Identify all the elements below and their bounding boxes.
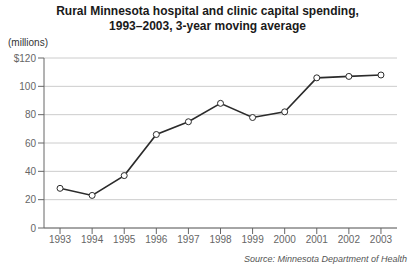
svg-text:1997: 1997 <box>177 234 200 245</box>
svg-text:1998: 1998 <box>209 234 232 245</box>
svg-text:100: 100 <box>19 81 36 92</box>
svg-text:2003: 2003 <box>370 234 393 245</box>
svg-text:1999: 1999 <box>241 234 264 245</box>
svg-text:2000: 2000 <box>274 234 297 245</box>
svg-text:$120: $120 <box>14 53 37 64</box>
svg-text:60: 60 <box>25 138 37 149</box>
svg-text:1993: 1993 <box>49 234 72 245</box>
html-text:(millions): (millions) <box>8 37 48 48</box>
svg-text:1994: 1994 <box>81 234 104 245</box>
html-text:Rural Minnesota hospital and c: Rural Minnesota hospital and clinic capi… <box>56 4 359 18</box>
svg-text:40: 40 <box>25 166 37 177</box>
svg-text:1995: 1995 <box>113 234 136 245</box>
html-text:Source: Minnesota Department o: Source: Minnesota Department of Health <box>243 254 407 264</box>
svg-text:2001: 2001 <box>306 234 329 245</box>
svg-text:20: 20 <box>25 194 37 205</box>
svg-text:0: 0 <box>30 223 36 234</box>
svg-text:2002: 2002 <box>338 234 361 245</box>
svg-text:80: 80 <box>25 109 37 120</box>
html-text:1993–2003, 3-year moving avera: 1993–2003, 3-year moving average <box>109 19 306 33</box>
svg-text:1996: 1996 <box>145 234 168 245</box>
